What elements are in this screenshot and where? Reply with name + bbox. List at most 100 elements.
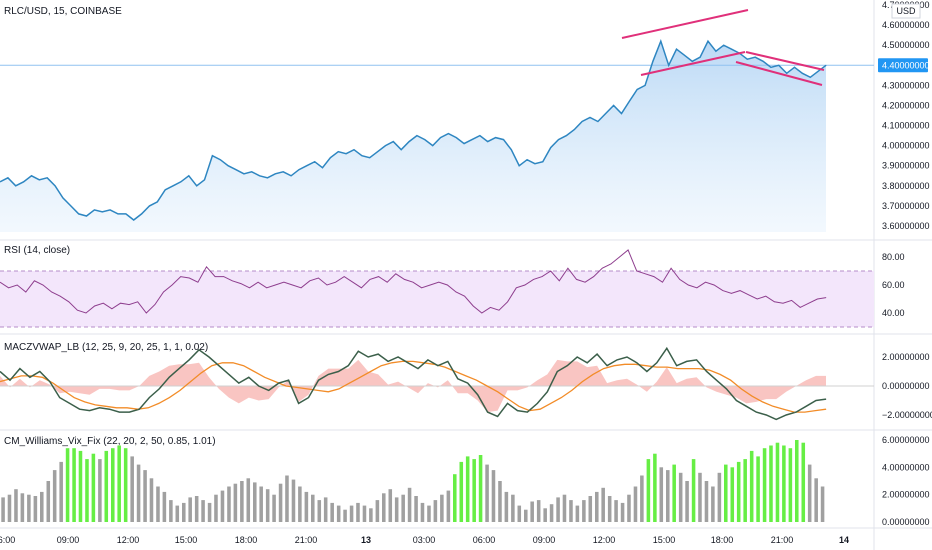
vix-bar <box>98 459 102 522</box>
price-point <box>652 60 654 62</box>
rsi-point <box>670 267 672 269</box>
price-point <box>809 76 811 78</box>
rsi-point <box>774 301 775 303</box>
vix-bar <box>59 461 63 522</box>
macd-point <box>119 411 120 413</box>
vix-bar <box>317 500 322 522</box>
vix-bar <box>136 464 141 522</box>
signal-point <box>529 410 530 411</box>
signal-point <box>582 381 583 382</box>
vix-bar <box>414 496 418 522</box>
symbol-title[interactable]: RLC/USD, 15, COINBASE <box>4 6 122 17</box>
vix-bar <box>65 448 70 522</box>
vix-bar <box>498 481 502 522</box>
signal-point <box>317 390 319 391</box>
last-price-badge: 4.40000000 <box>882 60 930 70</box>
vix-bar <box>711 486 715 522</box>
macd-pane[interactable] <box>0 346 874 421</box>
vix-bar <box>169 500 173 522</box>
macd-point <box>606 365 608 367</box>
signal-point <box>561 397 562 398</box>
price-tick-label: 4.30000000 <box>882 80 930 90</box>
signal-point <box>42 377 43 378</box>
rsi-point <box>154 304 156 305</box>
price-point <box>754 56 756 58</box>
rsi-point <box>34 280 35 282</box>
price-tick-label: 4.10000000 <box>882 121 930 131</box>
signal-point <box>465 375 467 377</box>
vix-bar <box>614 500 618 522</box>
rsi-point <box>688 284 689 286</box>
rsi-point <box>662 281 663 283</box>
signal-point <box>328 391 329 393</box>
vix-bar <box>659 467 664 522</box>
price-point <box>526 159 528 161</box>
price-point <box>62 197 64 199</box>
rsi-point <box>51 291 52 293</box>
vix-axis[interactable]: 6.00000000 4.00000000 2.00000000 0.00000000 <box>882 435 930 527</box>
macd-point <box>706 371 707 372</box>
price-point <box>416 135 418 137</box>
vix-bar <box>749 450 754 522</box>
rsi-point <box>636 270 637 272</box>
price-pane[interactable] <box>0 9 874 233</box>
rsi-pane[interactable] <box>0 249 874 328</box>
macd-point <box>99 407 100 409</box>
vix-bar <box>375 500 380 522</box>
signal-point <box>105 406 107 407</box>
price-axis[interactable]: 4.700000004.600000004.500000004.40000000… <box>878 0 930 231</box>
vix-bar <box>20 493 25 522</box>
price-point <box>676 48 677 50</box>
price-tick-label: 4.00000000 <box>882 141 930 151</box>
price-tick-label: 4.50000000 <box>882 40 930 50</box>
vix-bar <box>814 478 818 522</box>
time-axis[interactable]: 06:00 09:00 12:00 15:00 18:00 21:00 13 03:00 06:… <box>0 535 849 545</box>
vix-bar <box>543 508 547 522</box>
macd-point <box>208 356 210 358</box>
price-line <box>0 38 827 221</box>
vix-bar <box>265 489 270 522</box>
signal-point <box>825 408 827 410</box>
vix-bar <box>104 450 109 522</box>
vix-bar <box>214 494 218 522</box>
vix-bar <box>291 479 296 522</box>
vix-bar <box>704 481 709 522</box>
rsi-point <box>584 281 586 283</box>
rsi-point <box>438 281 440 283</box>
macd-title[interactable]: MACZVWAP_LB (12, 25, 9, 20, 25, 1, 1, 0.… <box>4 342 208 353</box>
vix-bar <box>504 491 509 522</box>
price-point <box>15 185 17 187</box>
vix-bar <box>194 496 199 522</box>
macd-point <box>9 379 11 381</box>
rsi-axis[interactable]: 80.00 60.00 40.00 <box>882 252 905 318</box>
signal-point <box>391 362 393 364</box>
vix-bar <box>646 459 651 522</box>
macd-tick-label: −2.00000000 <box>882 410 932 420</box>
price-point <box>495 137 496 139</box>
price-point <box>794 66 795 68</box>
macd-point <box>79 408 80 410</box>
vix-bar <box>162 491 167 522</box>
vix-bar <box>14 489 18 522</box>
price-point <box>778 64 780 66</box>
signal-point <box>741 388 742 390</box>
rsi-title[interactable]: RSI (14, close) <box>4 245 70 256</box>
macd-point <box>616 359 618 361</box>
price-point <box>235 169 237 171</box>
rsi-point <box>748 294 749 296</box>
vix-title[interactable]: CM_Williams_Vix_Fix (22, 20, 2, 50, 0.85… <box>4 436 216 447</box>
vix-bar <box>1 497 5 522</box>
vix-bar <box>782 445 786 522</box>
vix-pane[interactable] <box>1 440 825 522</box>
currency-badge[interactable]: USD <box>896 6 916 16</box>
vix-bar <box>330 502 334 522</box>
macd-point <box>487 411 488 413</box>
currency-badge-box[interactable] <box>891 3 921 19</box>
macd-point <box>377 353 379 355</box>
rsi-point <box>180 276 181 277</box>
macd-point <box>437 365 439 367</box>
rsi-point <box>275 284 276 286</box>
macd-axis[interactable]: 2.00000000 0.00000000 −2.00000000 <box>882 352 932 420</box>
